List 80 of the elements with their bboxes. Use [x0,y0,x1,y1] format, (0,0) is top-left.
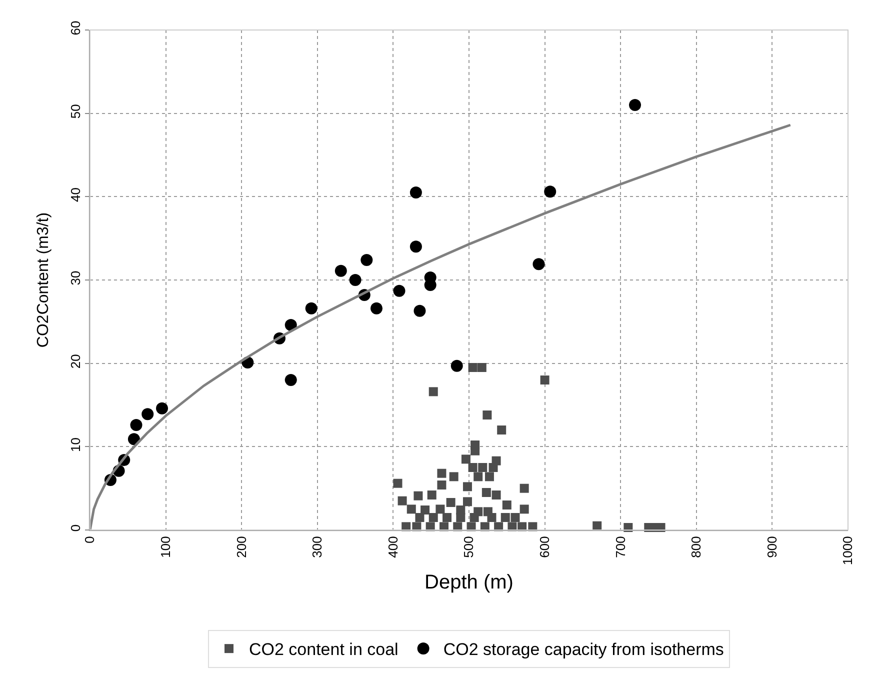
point [470,513,479,522]
point [497,426,506,434]
x-tick-label: 700 [612,536,628,558]
point [544,186,556,198]
y-tick-label: 0 [68,524,83,532]
legend-label: CO2 storage capacity from isotherms [443,640,724,660]
y-tick-label: 30 [68,270,83,286]
point [456,513,466,522]
y-axis-title: CO2Content (m3/t) [35,212,52,348]
point [130,419,142,431]
point [360,254,373,266]
point [393,284,406,297]
point [532,258,545,270]
point [156,402,168,414]
point [450,360,463,372]
x-tick-label: 500 [461,536,476,558]
point [370,302,383,314]
point [461,454,470,464]
point [305,302,318,314]
legend-label: CO2 content in coal [249,640,398,660]
point [478,463,488,472]
point [449,472,458,482]
point [540,376,550,384]
point [414,491,423,500]
point [128,433,140,446]
point [500,513,510,522]
point [462,497,472,506]
y-tick-label: 10 [68,437,83,452]
point [349,274,362,286]
point [334,264,347,277]
x-tick-label: 600 [537,536,552,558]
x-axis-title: Depth (m) [424,572,514,594]
x-tick-label: 100 [158,536,174,558]
point [410,240,422,253]
point [488,463,498,472]
point [468,363,478,372]
point [284,319,297,331]
x-tick-label: 900 [764,536,780,558]
point [406,504,416,514]
x-tick-label: 400 [385,536,400,558]
point [470,446,480,456]
point [427,490,436,500]
x-tick-label: 1000 [840,536,856,566]
point [492,490,501,500]
point [474,472,483,482]
point [477,363,486,372]
point [520,504,529,514]
point [502,500,512,510]
x-tick-label: 0 [82,536,98,544]
point [437,468,446,478]
point [410,186,422,198]
point [428,513,438,522]
point [520,484,529,493]
point [142,408,154,420]
point [487,513,496,522]
y-tick-label: 20 [68,354,83,369]
point [482,410,492,420]
point [428,387,438,396]
x-tick-label: 200 [234,536,249,558]
point [510,513,520,522]
point [462,482,472,492]
point [437,480,446,490]
point [420,506,430,514]
point [484,472,494,482]
y-tick-label: 50 [68,104,83,119]
y-tick-label: 60 [68,20,83,36]
point [393,478,402,488]
point [398,496,407,506]
point [629,99,641,111]
point [482,488,491,497]
x-tick-label: 800 [688,536,704,558]
point [436,504,445,514]
y-tick-label: 40 [68,187,83,202]
x-tick-label: 300 [310,536,325,558]
point [415,513,424,522]
point [442,513,452,522]
point [446,498,456,507]
point [284,374,297,386]
point [468,463,478,472]
point [414,304,426,317]
